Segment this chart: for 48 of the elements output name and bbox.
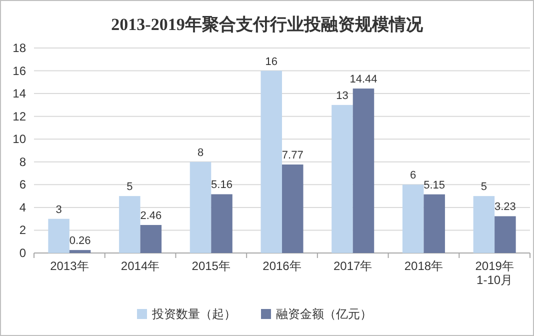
data-label: 5.15 [424, 179, 446, 192]
y-tick-label: 16 [12, 64, 26, 78]
x-tick-label: 2013年 [50, 259, 89, 273]
bar [211, 194, 232, 253]
data-label: 8 [197, 146, 204, 159]
bar [332, 104, 353, 253]
y-tick-label: 14 [12, 86, 26, 101]
y-tick-label: 0 [19, 246, 26, 260]
bar [140, 224, 162, 253]
bar [119, 196, 140, 253]
x-tick-label: 2016年 [262, 259, 302, 273]
data-label: 5.16 [211, 179, 232, 192]
legend-label: 融资金额（亿元） [276, 307, 372, 321]
data-label: 16 [265, 56, 278, 68]
data-label: 7.77 [282, 150, 304, 162]
y-tick-label: 8 [19, 154, 26, 169]
x-tick-label: 2018年 [404, 259, 444, 273]
data-label: 13 [336, 90, 348, 102]
data-label: 14.44 [350, 74, 378, 86]
data-label: 5 [480, 181, 488, 194]
y-tick-label: 12 [12, 109, 26, 124]
chart-title: 2013-2019年聚合支付行业投融资规模情况 [111, 15, 424, 34]
data-label: 6 [410, 170, 416, 182]
bar [260, 70, 282, 253]
bar [402, 184, 424, 253]
y-tick-label: 2 [19, 223, 26, 238]
data-label: 3 [56, 204, 62, 216]
data-label: 5 [126, 181, 133, 194]
y-tick-label: 18 [12, 41, 26, 55]
y-tick-label: 10 [12, 132, 26, 146]
bar [190, 162, 212, 253]
x-tick-label: 2017年 [334, 259, 372, 273]
bar [282, 164, 304, 253]
y-tick-label: 4 [19, 200, 26, 214]
bar [48, 218, 70, 253]
x-tick-label: 2015年 [192, 259, 230, 273]
y-tick-label: 6 [19, 178, 26, 192]
data-label: 3.23 [494, 201, 516, 214]
x-tick-label: 2014年 [120, 259, 160, 273]
bar [424, 194, 445, 253]
bar [69, 250, 91, 253]
bar [352, 88, 374, 253]
data-label: 2.46 [140, 210, 162, 222]
bar [494, 216, 516, 253]
legend-label: 投资数量（起） [151, 307, 236, 321]
data-label: 0.26 [69, 235, 91, 248]
bar [473, 196, 495, 253]
x-tick-label: 2019年 1-10月 [475, 259, 514, 287]
